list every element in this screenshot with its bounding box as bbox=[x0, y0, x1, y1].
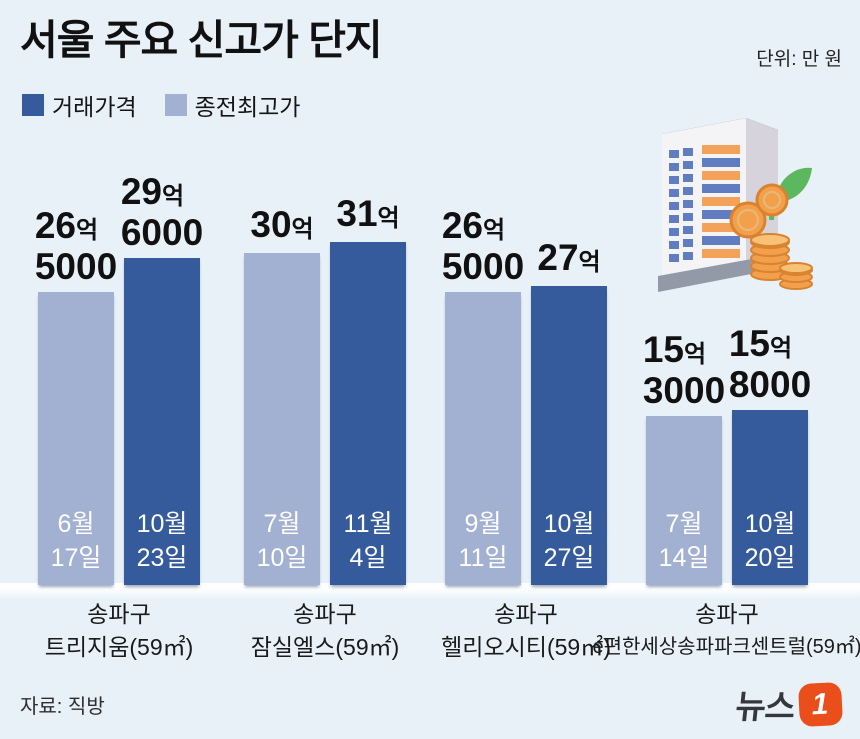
news1-logo: 뉴스 1 bbox=[734, 680, 844, 728]
category-label: 송파구 e편한세상송파파크센트럴(59㎡) bbox=[592, 601, 860, 658]
bar-date-label: 7월 14일 bbox=[658, 509, 710, 572]
bar-previous-high: 6월 17일 bbox=[38, 291, 114, 585]
bar-value-label: 29억 6000 bbox=[120, 170, 204, 253]
bar-date-label: 11월 4일 bbox=[343, 509, 393, 572]
bar-transaction-price: 10월 20일 bbox=[732, 410, 808, 585]
building-base bbox=[658, 254, 782, 292]
category-label: 송파구 트리지움(59㎡) bbox=[44, 601, 194, 660]
bar-value-label: 27억 bbox=[537, 237, 601, 279]
logo-text: 뉴스 bbox=[734, 688, 797, 725]
coins-icon bbox=[729, 183, 813, 290]
legend-label: 종전최고가 bbox=[194, 94, 301, 120]
building-windows bbox=[669, 145, 740, 262]
bar-date-label: 10월 23일 bbox=[136, 509, 188, 572]
bar-value-label: 26억 5000 bbox=[441, 205, 525, 287]
bar-transaction-price: 10월 27일 bbox=[531, 286, 607, 585]
bar-date-label: 7월 10일 bbox=[256, 509, 308, 572]
leaf-icon bbox=[769, 167, 812, 220]
source-label: 자료: 직방 bbox=[20, 696, 105, 718]
bar-value-label: 30억 bbox=[250, 204, 314, 246]
bar-date-label: 6월 17일 bbox=[50, 509, 102, 572]
legend-item: 거래가격 bbox=[22, 88, 137, 122]
bar-transaction-price: 10월 23일 bbox=[124, 257, 200, 585]
category-label: 송파구 잠실엘스(59㎡) bbox=[250, 601, 400, 660]
bar-previous-high: 9월 11일 bbox=[445, 291, 521, 585]
bar-date-label: 10월 27일 bbox=[543, 509, 595, 572]
bar-previous-high: 7월 10일 bbox=[244, 253, 320, 585]
unit-label: 단위: 만 원 bbox=[756, 49, 842, 70]
legend-item: 종전최고가 bbox=[164, 88, 301, 122]
logo-badge-number: 1 bbox=[809, 686, 832, 721]
page-title: 서울 주요 신고가 단지 bbox=[20, 17, 383, 63]
bar-value-label: 26억 5000 bbox=[34, 205, 118, 287]
bar-date-label: 9월 11일 bbox=[458, 509, 508, 572]
category-label: 송파구 헬리오시티(59㎡) bbox=[441, 601, 611, 660]
bar-transaction-price: 11월 4일 bbox=[330, 242, 406, 585]
bar-value-label: 31억 bbox=[336, 193, 400, 235]
legend-swatch bbox=[164, 94, 187, 116]
legend-label: 거래가격 bbox=[52, 94, 137, 120]
bar-previous-high: 7월 14일 bbox=[646, 415, 722, 585]
legend-swatch bbox=[22, 94, 44, 116]
logo-badge: 1 bbox=[797, 681, 844, 727]
baseline-floor bbox=[0, 583, 860, 600]
bar-date-label: 10월 20일 bbox=[744, 509, 796, 572]
bar-value-label: 15억 8000 bbox=[728, 323, 812, 406]
legend: 거래가격 종전최고가 bbox=[22, 88, 300, 122]
building-coins-illustration bbox=[658, 118, 813, 292]
bar-value-label: 15억 3000 bbox=[642, 328, 726, 411]
